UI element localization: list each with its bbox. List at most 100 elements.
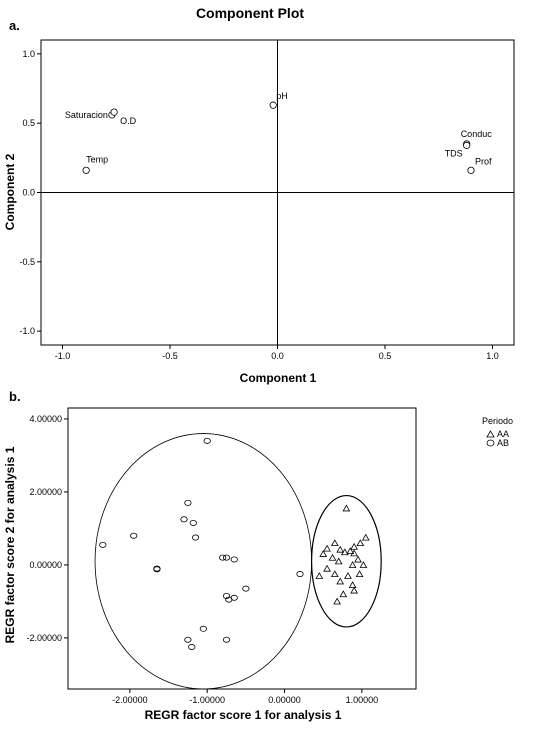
point-aa [339, 590, 348, 598]
point-ab [184, 499, 192, 506]
point-aa [315, 572, 324, 579]
point-ab [222, 554, 231, 561]
point-ab [296, 571, 304, 578]
component-plot-x-tick-label: 0.5 [379, 351, 392, 361]
component-point-label-ph: pH [276, 91, 288, 101]
factor-score-plot-frame [67, 407, 417, 690]
component-point-temp [82, 166, 90, 174]
component-plot-points: Saturacion O.D pH Conduc TDS Prof Temp [65, 91, 493, 174]
legend-title: Periodo [482, 416, 513, 426]
component-plot-x-tick-label: 0.0 [271, 351, 284, 361]
factor-score-y-ticks: 4.00000 2.00000 0.00000 -2.00000 [26, 414, 68, 643]
point-aa [361, 533, 370, 541]
point-ab [130, 532, 138, 539]
point-aa [330, 539, 339, 547]
factor-score-y-tick-label: 4.00000 [29, 414, 62, 424]
point-ab [219, 554, 227, 561]
point-ab [203, 437, 211, 444]
legend: Periodo AA AB [482, 416, 513, 448]
component-point-tds [463, 141, 471, 149]
point-aa [323, 564, 331, 572]
point-aa [336, 577, 345, 585]
point-aa [350, 549, 359, 557]
legend-triangle-icon [486, 430, 495, 438]
factor-score-x-tick-label: -2.00000 [112, 695, 148, 705]
point-ab [153, 566, 161, 573]
point-aa [354, 555, 362, 563]
point-aa [336, 545, 345, 553]
factor-score-x-axis-title: REGR factor score 1 for analysis 1 [145, 708, 342, 722]
point-aa [344, 572, 352, 579]
factor-score-cluster-outlines [94, 433, 382, 690]
point-aa [359, 561, 368, 568]
point-aa [350, 542, 359, 550]
point-ab [180, 516, 188, 523]
component-plot-y-tick-label: 0.5 [22, 118, 35, 128]
component-point-prof [467, 166, 475, 174]
component-plot-y-tick-label: 0.0 [22, 188, 35, 198]
component-plot-x-tick-label: -1.0 [55, 351, 71, 361]
point-ab [222, 636, 231, 643]
component-point-label-o-d: O.D [120, 116, 137, 126]
panel-label-b: b. [9, 389, 21, 404]
point-aa [356, 539, 365, 547]
point-aa [330, 570, 339, 578]
point-aa [348, 581, 357, 588]
point-ab [230, 556, 238, 563]
component-point-label-temp: Temp [86, 154, 108, 164]
component-plot-y-tick-label: -1.0 [19, 326, 35, 336]
factor-score-x-tick-label: 0.00000 [268, 695, 301, 705]
point-aa [323, 544, 331, 552]
component-plot-x-tick-label: 1.0 [486, 351, 499, 361]
component-plot-x-tick-label: -0.5 [162, 351, 178, 361]
component-point-label-conduc: Conduc [461, 129, 493, 139]
legend-circle-icon [486, 439, 495, 447]
point-ab [188, 644, 196, 651]
point-ab [242, 585, 250, 592]
factor-score-y-tick-label: 0.00000 [29, 560, 62, 570]
factor-score-x-tick-label: 1.00000 [346, 695, 379, 705]
point-ab [189, 519, 197, 526]
component-plot-x-axis-title: Component 1 [240, 371, 317, 385]
point-aa [342, 504, 351, 512]
component-plot: Component Plot a. -1.0 -0.5 0.0 0.5 1.0 1.0 0… [3, 5, 515, 385]
component-plot-y-axis-title: Component 2 [3, 153, 17, 230]
factor-score-y-tick-label: -2.00000 [26, 633, 62, 643]
point-aa [355, 570, 364, 578]
point-aa [346, 547, 355, 555]
point-aa [340, 548, 349, 556]
legend-entry-aa: AA [497, 429, 509, 439]
point-aa [334, 557, 343, 565]
factor-score-y-axis-title: REGR factor score 2 for analysis 1 [3, 446, 17, 643]
component-point-label-saturacion: Saturacion [65, 110, 108, 120]
factor-score-x-tick-label: -1.00000 [189, 695, 225, 705]
component-point-label-prof: Prof [475, 156, 492, 166]
point-ab [230, 594, 238, 601]
component-point-label-tds: TDS [445, 148, 463, 158]
component-plot-y-tick-label: 1.0 [22, 49, 35, 59]
factor-score-points [99, 437, 370, 651]
point-aa [348, 561, 357, 568]
component-point-o-d [110, 108, 118, 116]
cluster-outline-aa [311, 494, 382, 628]
component-point-ph [269, 101, 277, 109]
legend-entry-ab: AB [497, 438, 509, 448]
point-aa [328, 553, 337, 561]
factor-score-y-tick-label: 2.00000 [29, 487, 62, 497]
point-ab [199, 625, 207, 632]
point-ab [99, 541, 107, 548]
factor-score-plot: b. -2.00000 -1.00000 0.00000 1.00000 4.0000… [3, 389, 513, 722]
point-aa [350, 586, 359, 594]
point-ab [184, 636, 192, 643]
component-plot-title: Component Plot [196, 5, 304, 21]
factor-score-x-ticks: -2.00000 -1.00000 0.00000 1.00000 [112, 689, 378, 705]
point-ab [192, 534, 200, 541]
panel-label-a: a. [9, 18, 20, 33]
component-plot-x-ticks: -1.0 -0.5 0.0 0.5 1.0 [55, 345, 499, 361]
point-ab [222, 592, 231, 599]
point-aa [333, 597, 342, 605]
point-aa [319, 550, 328, 557]
component-plot-y-ticks: 1.0 0.5 0.0 -0.5 -1.0 [19, 49, 41, 336]
component-plot-y-tick-label: -0.5 [19, 257, 35, 267]
